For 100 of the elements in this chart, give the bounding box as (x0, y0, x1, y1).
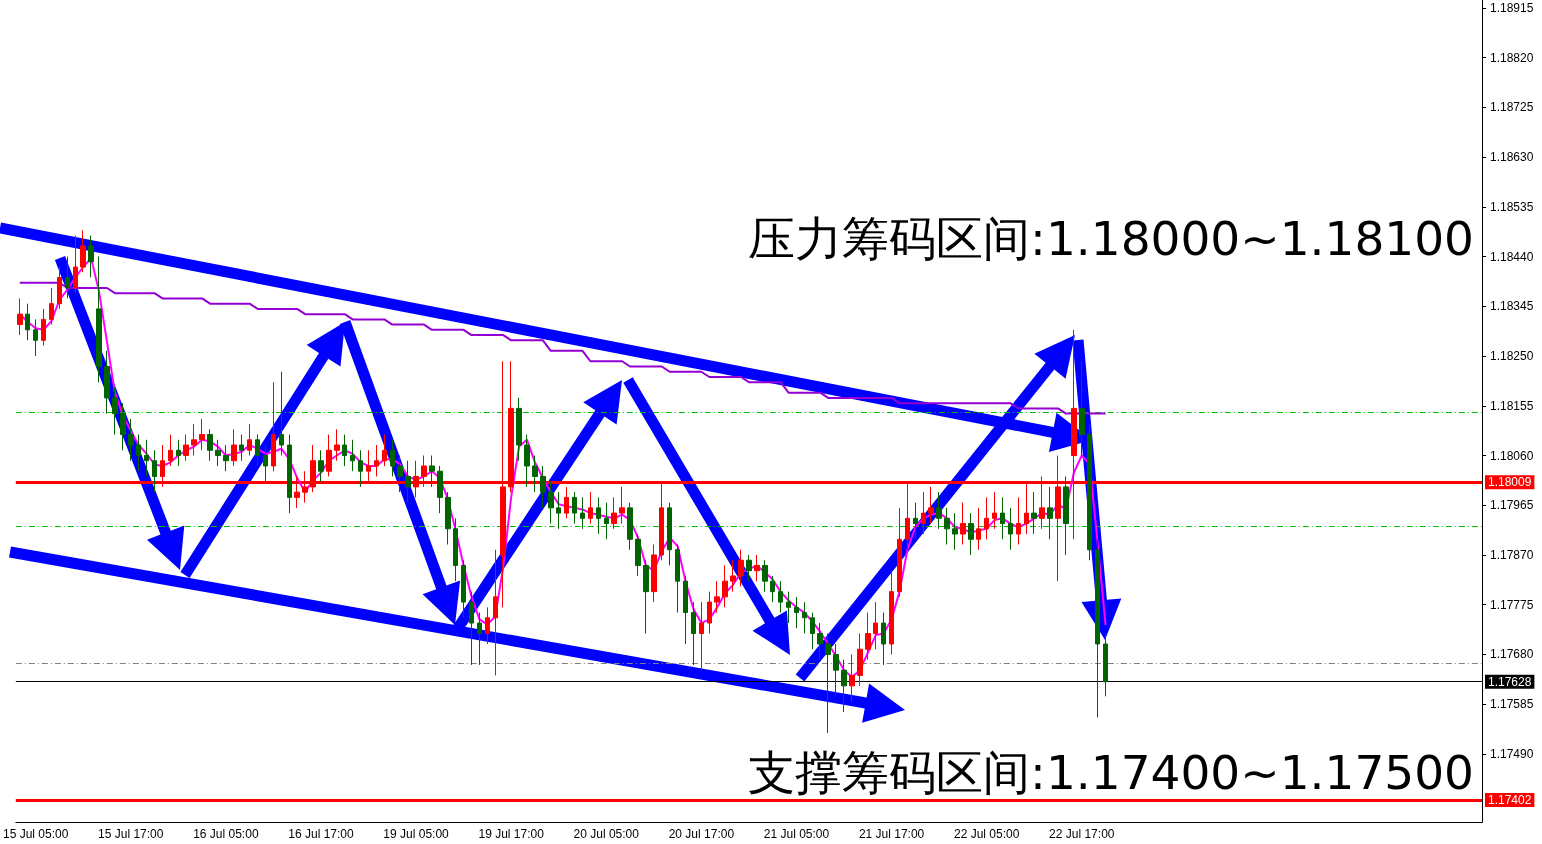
candlestick (952, 512, 958, 551)
candlestick (802, 601, 807, 635)
candlestick (730, 559, 736, 593)
line-series (18, 281, 1107, 415)
candlestick (817, 622, 823, 661)
candlestick (984, 496, 989, 540)
x-tick-label: 16 Jul 05:00 (193, 827, 259, 841)
candlestick (1008, 507, 1013, 551)
candlestick (128, 418, 134, 462)
candlestick (136, 434, 141, 472)
candlestick (33, 318, 38, 357)
candlestick (405, 460, 411, 504)
candlestick (1047, 486, 1053, 540)
candlestick (754, 554, 760, 582)
candlestick (120, 402, 126, 451)
candlestick (263, 444, 268, 483)
candlestick (1087, 423, 1092, 561)
candlestick (342, 434, 347, 467)
candlestick (1063, 475, 1069, 556)
candlestick (41, 308, 46, 347)
candlestick (976, 507, 981, 551)
candlestick (326, 434, 332, 477)
candlestick (223, 444, 229, 472)
candlestick (643, 559, 649, 635)
candlestick (619, 486, 625, 525)
candlestick (445, 491, 451, 546)
y-tick-label: 1.17680 (1490, 647, 1534, 662)
candlestick (889, 570, 894, 655)
candlestick (374, 444, 379, 477)
candlestick (825, 633, 831, 734)
candlestick (604, 502, 609, 540)
candlestick (215, 439, 221, 467)
candlestick (881, 612, 886, 666)
candlestick (564, 486, 569, 519)
candlestick (17, 297, 23, 336)
candlestick (493, 549, 498, 676)
y-tick-label: 1.17775 (1490, 597, 1534, 612)
candlestick (738, 549, 744, 587)
x-tick-label: 20 Jul 17:00 (668, 827, 735, 841)
y-tick-label: 1.17870 (1490, 547, 1534, 562)
candlestick (65, 256, 70, 299)
x-tick-label: 22 Jul 05:00 (953, 827, 1020, 841)
candlestick (183, 434, 189, 462)
candlestick (714, 580, 720, 614)
candlestick (651, 544, 657, 603)
y-tick-label: 1.18250 (1490, 349, 1534, 364)
candlestick (786, 591, 791, 624)
candlestick (247, 423, 252, 456)
candlestick (667, 502, 672, 566)
candlestick (104, 350, 110, 415)
candlestick (80, 229, 86, 273)
candlestick (556, 491, 561, 530)
y-tick-label: 1.18345 (1490, 299, 1534, 314)
candlestick (199, 418, 205, 451)
candlestick (857, 633, 863, 687)
y-tick-label: 1.18820 (1490, 50, 1534, 65)
candlestick (390, 439, 395, 477)
candlestick (1016, 496, 1021, 546)
candlestick (548, 481, 554, 525)
candlestick (207, 428, 213, 462)
candlestick (699, 601, 704, 671)
candlestick (88, 235, 94, 278)
candlestick (928, 486, 934, 525)
candlestick (318, 449, 324, 483)
candlestick (936, 491, 942, 530)
y-tick-label: 1.18725 (1490, 100, 1534, 115)
candlestick (675, 544, 680, 614)
candlestick (1079, 360, 1085, 456)
ref-line-label: 1.18009 (1488, 475, 1532, 490)
x-tick-label: 21 Jul 17:00 (858, 827, 925, 841)
candlestick (461, 559, 466, 619)
candlestick (429, 455, 435, 488)
candlestick (992, 491, 997, 530)
y-tick-label: 1.18155 (1490, 398, 1534, 413)
x-tick-label: 16 Jul 17:00 (288, 827, 354, 841)
candlestick (524, 434, 530, 488)
candlestick (865, 612, 871, 661)
candlestick (152, 449, 157, 493)
y-tick-label: 1.17965 (1490, 498, 1534, 513)
candlestick (897, 507, 902, 598)
candlestick (49, 287, 54, 326)
candlestick (168, 434, 173, 467)
ref-line-label: 1.17402 (1488, 793, 1532, 808)
x-tick-label: 19 Jul 05:00 (383, 827, 450, 841)
candlestick (778, 580, 783, 614)
candlestick (794, 596, 799, 629)
annotation: 支撑筹码区间:1.17400~1.17500 (748, 744, 1474, 800)
annotation: 压力筹码区间:1.18000~1.18100 (748, 210, 1474, 266)
candlestick (762, 559, 768, 593)
x-tick-label: 19 Jul 17:00 (478, 827, 545, 841)
candlestick (588, 491, 593, 525)
y-tick-label: 1.18440 (1490, 249, 1534, 264)
candlestick (746, 554, 752, 582)
candlestick (722, 564, 728, 608)
candlestick (810, 612, 815, 650)
candlestick (25, 303, 30, 341)
candlestick (683, 575, 688, 645)
x-tick-label: 15 Jul 05:00 (2, 827, 69, 841)
candlestick (580, 496, 585, 530)
candlestick (627, 502, 633, 551)
